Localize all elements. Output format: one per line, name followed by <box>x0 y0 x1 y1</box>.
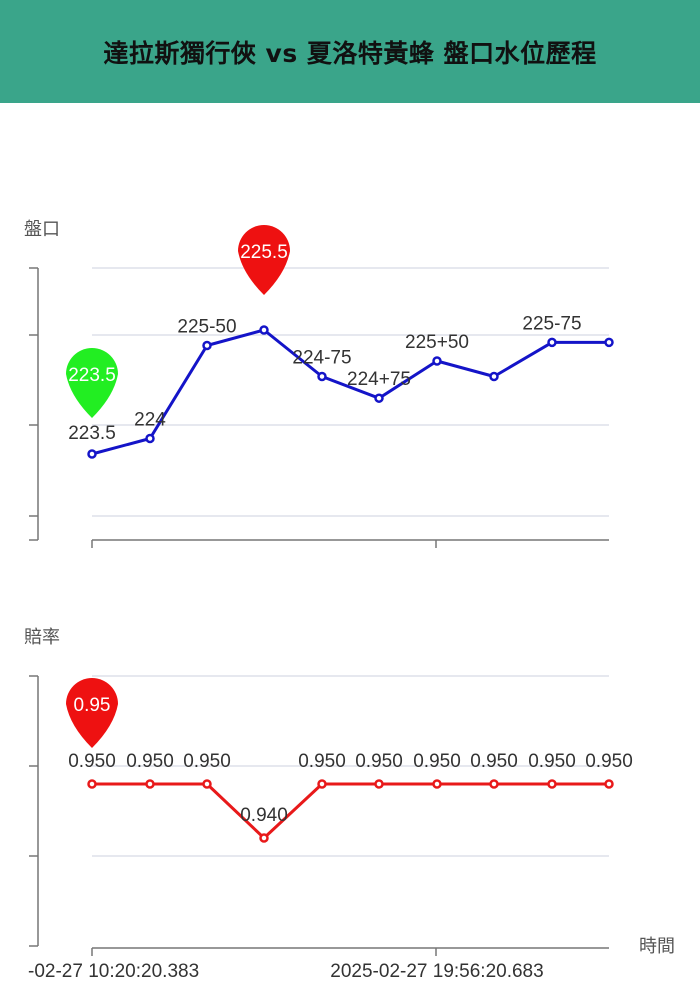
handicap-data-label: 225+50 <box>405 332 469 353</box>
odds-data-point <box>202 779 212 789</box>
page-title: 達拉斯獨行俠 vs 夏洛特黃蜂 盤口水位歷程 <box>103 38 597 68</box>
handicap-data-point <box>432 356 442 366</box>
handicap-data-label: 224-75 <box>292 348 351 369</box>
handicap-max-marker-pin <box>238 225 290 295</box>
handicap-min-marker-label: 223.5 <box>68 365 116 386</box>
handicap-y-axis-title: 盤口 <box>24 219 60 240</box>
handicap-data-point <box>489 371 499 382</box>
odds-data-point <box>259 833 269 843</box>
odds-data-label: 0.950 <box>183 751 231 772</box>
odds-data-point <box>145 779 155 789</box>
odds-data-label: 0.950 <box>585 751 633 772</box>
handicap-series-line <box>91 328 609 456</box>
odds-data-label: 0.950 <box>298 751 346 772</box>
handicap-data-point <box>374 393 384 403</box>
handicap-data-point <box>145 433 155 444</box>
handicap-max-marker-label: 225.5 <box>240 242 288 263</box>
odds-data-point <box>604 779 614 789</box>
odds-data-label: 0.950 <box>126 751 174 772</box>
page-header: 達拉斯獨行俠 vs 夏洛特黃蜂 盤口水位歷程 <box>0 0 700 103</box>
odds-data-point <box>374 779 384 789</box>
odds-y-axis-title: 賠率 <box>24 627 60 648</box>
handicap-data-label: 225-75 <box>522 313 581 334</box>
handicap-data-point <box>604 337 614 348</box>
odds-series-line <box>92 782 609 840</box>
odds-data-point <box>489 779 499 789</box>
odds-data-label: 0.950 <box>68 751 116 772</box>
x-axis-title: 時間 <box>639 936 675 957</box>
handicap-data-point <box>259 325 269 335</box>
handicap-data-point <box>317 371 327 382</box>
odds-data-point <box>432 779 442 789</box>
handicap-data-label: 225-50 <box>177 317 236 338</box>
odds-data-label: 0.950 <box>355 751 403 772</box>
handicap-data-point <box>202 340 212 351</box>
odds-data-label: 0.950 <box>470 751 518 772</box>
handicap-data-label: 224+75 <box>347 369 411 390</box>
odds-data-point <box>547 779 557 789</box>
x-tick-label: 2025-02-27 19:56:20.683 <box>330 961 543 982</box>
odds-data-label: 0.950 <box>413 751 461 772</box>
handicap-data-label: 223.5 <box>68 423 116 444</box>
odds-max-marker-label: 0.95 <box>74 695 111 716</box>
handicap-data-point <box>547 337 557 348</box>
handicap-min-marker-pin <box>66 348 118 418</box>
handicap-data-point <box>87 449 97 459</box>
x-tick-label: -02-27 10:20:20.383 <box>28 961 199 982</box>
odds-data-point <box>87 779 97 789</box>
handicap-data-label: 224 <box>134 410 166 431</box>
odds-data-point <box>317 779 327 789</box>
odds-data-label: 0.940 <box>240 805 288 826</box>
odds-max-marker-pin <box>66 678 118 748</box>
odds-data-label: 0.950 <box>528 751 576 772</box>
